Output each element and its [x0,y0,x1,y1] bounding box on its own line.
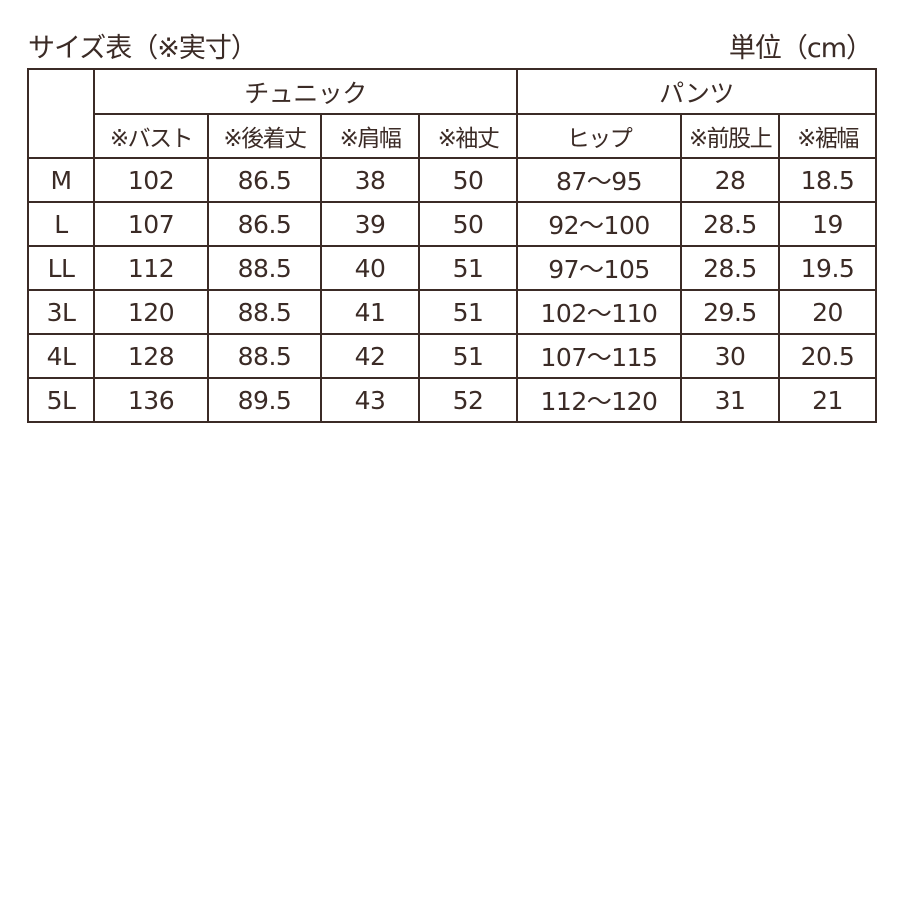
value-cell: 102 [93,157,209,203]
value-cell: 30 [680,333,780,379]
value-cell: 43 [320,377,420,423]
value-cell: 92〜100 [516,201,682,247]
corner-cell [27,68,95,159]
value-cell: 89.5 [207,377,322,423]
value-cell: 128 [93,333,209,379]
value-cell: 20.5 [778,333,877,379]
value-cell: 50 [418,157,518,203]
page-title: サイズ表（※実寸） [28,33,258,64]
size-cell: 4L [27,333,95,379]
value-cell: 88.5 [207,245,322,291]
value-cell: 107 [93,201,209,247]
column-header: ※裾幅 [778,113,877,159]
value-cell: 87〜95 [516,157,682,203]
group-header-row: チュニック パンツ [27,68,877,159]
column-header: ※前股上 [680,113,780,159]
table-row: 3L 120 88.5 41 51 102〜110 29.5 20 [27,289,877,335]
value-cell: 51 [418,289,518,335]
value-cell: 112 [93,245,209,291]
value-cell: 28 [680,157,780,203]
table-row: 4L 128 88.5 42 51 107〜115 30 20.5 [27,333,877,379]
size-cell: 5L [27,377,95,423]
value-cell: 51 [418,245,518,291]
value-cell: 86.5 [207,201,322,247]
value-cell: 18.5 [778,157,877,203]
table-row: 5L 136 89.5 43 52 112〜120 31 21 [27,377,877,423]
table-row: M 102 86.5 38 50 87〜95 28 18.5 [27,157,877,203]
value-cell: 52 [418,377,518,423]
value-cell: 39 [320,201,420,247]
value-cell: 112〜120 [516,377,682,423]
unit-label: 単位（cm） [728,33,873,64]
value-cell: 120 [93,289,209,335]
column-header: ※バスト [93,113,209,159]
column-header: ヒップ [516,113,682,159]
size-cell: LL [27,245,95,291]
value-cell: 97〜105 [516,245,682,291]
size-cell: M [27,157,95,203]
value-cell: 38 [320,157,420,203]
value-cell: 102〜110 [516,289,682,335]
table-row: L 107 86.5 39 50 92〜100 28.5 19 [27,201,877,247]
group-header-tunic: チュニック [93,68,518,115]
size-table: チュニック パンツ ※バスト ※後着丈 ※肩幅 ※袖丈 ヒップ ※前股上 ※裾幅… [27,68,877,423]
column-header-row: ※バスト ※後着丈 ※肩幅 ※袖丈 ヒップ ※前股上 ※裾幅 [28,113,877,159]
value-cell: 19.5 [778,245,877,291]
value-cell: 50 [418,201,518,247]
value-cell: 28.5 [680,201,780,247]
value-cell: 31 [680,377,780,423]
column-header: ※後着丈 [207,113,322,159]
column-header: ※肩幅 [320,113,420,159]
size-cell: L [27,201,95,247]
value-cell: 88.5 [207,289,322,335]
group-header-pants: パンツ [516,68,877,115]
value-cell: 40 [320,245,420,291]
column-header: ※袖丈 [418,113,518,159]
value-cell: 136 [93,377,209,423]
value-cell: 51 [418,333,518,379]
value-cell: 42 [320,333,420,379]
value-cell: 19 [778,201,877,247]
value-cell: 86.5 [207,157,322,203]
value-cell: 20 [778,289,877,335]
value-cell: 88.5 [207,333,322,379]
value-cell: 41 [320,289,420,335]
value-cell: 29.5 [680,289,780,335]
table-row: LL 112 88.5 40 51 97〜105 28.5 19.5 [27,245,877,291]
value-cell: 107〜115 [516,333,682,379]
value-cell: 21 [778,377,877,423]
size-cell: 3L [27,289,95,335]
value-cell: 28.5 [680,245,780,291]
